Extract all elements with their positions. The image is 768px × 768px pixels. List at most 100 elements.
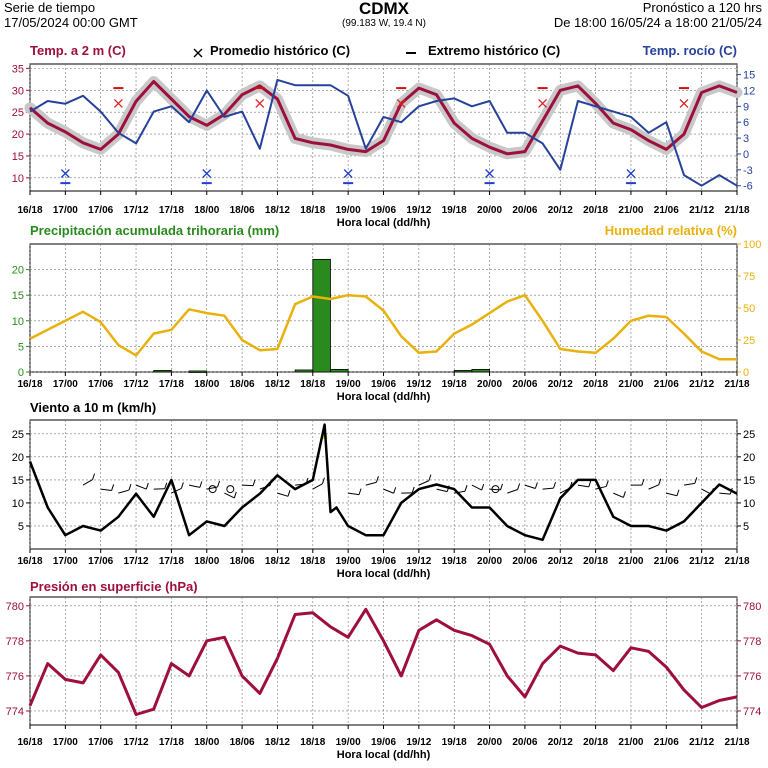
wind-barb-shaft: [648, 484, 659, 490]
wind-barb-feather: [269, 479, 273, 486]
x-tick-label: 18/12: [265, 556, 290, 567]
y-tick-label-left: 10: [12, 498, 24, 510]
wind-barb: [259, 479, 273, 490]
x-tick-label: 20/06: [512, 556, 537, 567]
pressure-line: [28, 607, 738, 716]
historical-mean-marker: [626, 169, 636, 178]
wind-barb: [577, 480, 592, 488]
x-tick-label: 16/18: [17, 205, 42, 216]
location-coords: (99.183 W, 19.4 N): [342, 18, 426, 29]
x-tick-label: 19/18: [442, 737, 467, 748]
wind-barb-feather: [446, 485, 450, 492]
wind-barb-shaft: [613, 492, 624, 498]
wind-barb-feather: [252, 479, 256, 486]
x-tick-label: 16/18: [17, 556, 42, 567]
x-tick-label: 17/00: [53, 205, 78, 216]
wind-barb-shaft: [418, 480, 430, 486]
y-tick-label-right: -3: [743, 165, 753, 177]
wind-barb-feather: [464, 485, 468, 492]
wind-barb: [613, 491, 626, 498]
wind-barb-feather: [393, 487, 397, 494]
y-tick-label-right: 3: [743, 133, 749, 145]
x-tick-label: 20/12: [548, 205, 573, 216]
precip-bar: [153, 370, 172, 373]
x-tick-label: 20/06: [512, 379, 537, 390]
y-tick-label-left: 780: [6, 601, 24, 613]
x-tick-label: 19/18: [442, 556, 467, 567]
y-tick-label-left: 776: [6, 671, 24, 683]
x-tick-label: 21/06: [654, 205, 679, 216]
historical-mean-marker: [255, 98, 265, 108]
wind-barb-shaft: [171, 488, 182, 494]
x-tick-label: 18/18: [300, 737, 325, 748]
y-tick-label-right: 50: [743, 303, 755, 315]
wind-barb-shaft: [242, 484, 254, 487]
x-axis-label: Hora local (dd/hh): [337, 391, 431, 403]
wind-barb-feather: [553, 481, 557, 489]
x-tick-label: 19/06: [371, 205, 396, 216]
x-tick-label: 20/00: [477, 737, 502, 748]
x-tick-label: 17/06: [88, 737, 113, 748]
x-tick-label: 21/18: [724, 205, 749, 216]
y-tick-label-right: 25: [743, 429, 755, 441]
x-tick-label: 18/06: [230, 205, 255, 216]
wind-barb-shaft: [82, 479, 93, 486]
y-tick-label-left: 20: [12, 265, 24, 277]
y-tick-label-left: 25: [12, 107, 24, 119]
legend-extreme-label: Extremo histórico (C): [428, 43, 560, 58]
historical-mean-marker: [396, 98, 406, 108]
precip-bar: [312, 258, 331, 373]
wind-barb-shaft: [383, 488, 394, 494]
y-tick-label-left: 20: [12, 129, 24, 141]
wind-barb-shaft: [577, 484, 589, 488]
x-tick-label: 19/12: [406, 737, 431, 748]
x-tick-label: 21/18: [724, 556, 749, 567]
x-tick-label: 21/18: [724, 737, 749, 748]
wind-barb-shaft: [683, 482, 695, 486]
dewpoint-line: [29, 78, 738, 187]
wind-barb-shaft: [436, 488, 448, 493]
wind-barb-feather: [588, 480, 592, 487]
precip-bar: [188, 370, 208, 373]
precip-bar: [453, 370, 473, 373]
historical-mean-marker: [202, 169, 212, 178]
wind-barb-feather: [641, 478, 645, 486]
wind-barb: [295, 477, 309, 486]
wind-barb-feather: [428, 474, 432, 481]
historical-mean-marker: [679, 98, 689, 108]
x-tick-label: 20/12: [548, 737, 573, 748]
historical-mean-marker: [343, 169, 353, 178]
historical-mean-marker: [485, 169, 495, 178]
x-tick-label: 16/18: [17, 379, 42, 390]
y-tick-label-right: 780: [743, 601, 761, 613]
x-tick-label: 20/06: [512, 205, 537, 216]
wind-barb: [524, 482, 538, 489]
y-tick-label-left: 10: [12, 316, 24, 328]
x-tick-label: 18/12: [265, 379, 290, 390]
x-tick-label: 21/06: [654, 737, 679, 748]
wind-barb: [206, 480, 221, 490]
x-tick-label: 18/12: [265, 737, 290, 748]
wind-barb: [418, 474, 432, 486]
x-tick-label: 19/12: [406, 556, 431, 567]
y-tick-label-right: 15: [743, 475, 755, 487]
wind-barb-feather: [481, 483, 485, 491]
x-tick-label: 17/00: [53, 737, 78, 748]
x-tick-label: 19/00: [336, 737, 361, 748]
x-tick-label: 17/18: [159, 205, 184, 216]
wind-barb-shaft: [135, 484, 147, 490]
wind-barb: [560, 481, 573, 494]
y-tick-label-right: -6: [743, 181, 753, 193]
x-tick-label: 18/00: [194, 379, 219, 390]
precip-bar: [471, 369, 490, 373]
x-tick-label: 21/00: [618, 379, 643, 390]
wind-barb-feather: [92, 473, 96, 480]
wind-barb: [719, 487, 733, 495]
wind-barb-feather: [321, 477, 325, 484]
wind-barb-feather: [569, 481, 573, 489]
wind-barb-feather: [358, 488, 362, 495]
precip-bar: [294, 369, 314, 373]
y-tick-label-left: 774: [6, 706, 24, 718]
x-tick-label: 19/18: [442, 205, 467, 216]
wind-barb: [312, 477, 325, 490]
